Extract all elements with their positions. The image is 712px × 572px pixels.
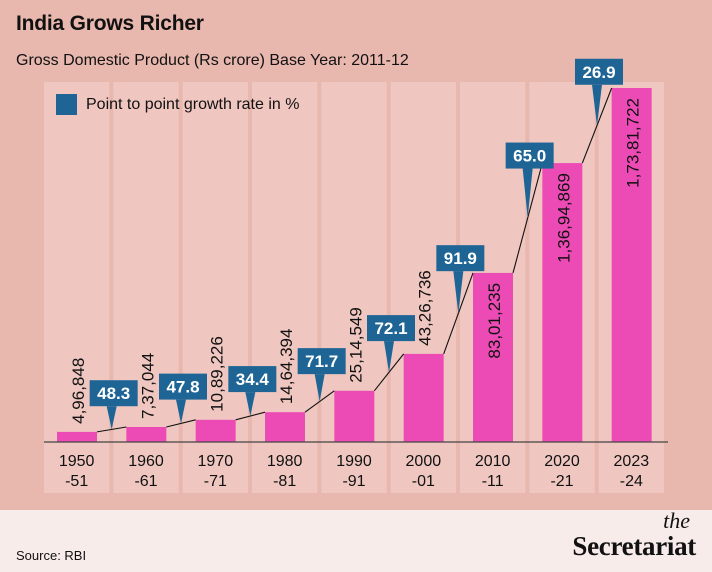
legend-swatch-growth (56, 94, 77, 115)
brand-the: the (663, 508, 690, 533)
x-tick-label-suffix: -11 (482, 473, 504, 490)
callout-box (228, 366, 277, 393)
gdp-bar (473, 272, 513, 442)
x-tick-label-suffix: -91 (342, 473, 365, 490)
gdp-bar (265, 412, 305, 442)
gdp-bar-chart: 4,96,848 7,37,044 10,89,226 14,64,394 25,14,… (44, 58, 668, 493)
gdp-bar (57, 431, 97, 442)
brand-name: Secretariat (572, 531, 696, 561)
x-tick-label-year: 2020 (544, 453, 580, 470)
growth-callout: 48.3 (89, 380, 138, 430)
legend-label: Point to point growth rate in % (86, 95, 300, 113)
column-panel (113, 82, 179, 493)
callout-pointer (384, 341, 394, 373)
gdp-bar (403, 353, 444, 442)
callout-box (436, 245, 485, 272)
x-tick-label-year: 2023 (614, 453, 650, 470)
callout-box (89, 380, 138, 407)
growth-callout: 26.9 (575, 58, 623, 126)
gdp-bar (611, 88, 652, 442)
gdp-value-label: 1,36,94,869 (554, 173, 573, 263)
gdp-value-label: 25,14,549 (346, 307, 365, 383)
x-tick-label-year: 1970 (198, 453, 234, 470)
x-tick-label-year: 1980 (267, 453, 303, 470)
x-tick-label-year: 2010 (475, 453, 511, 470)
callout-pointer (314, 374, 325, 402)
growth-rate-label: 72.1 (374, 319, 407, 338)
growth-rate-label: 91.9 (444, 249, 477, 268)
x-tick-label-suffix: -51 (65, 473, 88, 490)
growth-rate-label: 26.9 (582, 63, 615, 82)
footer: Source: RBI the Secretariat (0, 510, 712, 572)
growth-rate-label: 71.7 (305, 352, 338, 371)
brand-logo: the Secretariat (572, 508, 696, 561)
x-tick-label-year: 1950 (59, 453, 95, 470)
growth-callout: 72.1 (367, 315, 415, 373)
callout-pointer (592, 84, 602, 126)
callout-box (505, 142, 554, 169)
growth-callout: 34.4 (228, 366, 277, 416)
gdp-value-label: 1,73,81,722 (624, 98, 643, 188)
growth-rate-label: 48.3 (97, 384, 130, 403)
gdp-bar (542, 163, 583, 442)
callout-pointer (176, 399, 186, 424)
gdp-bar (334, 390, 375, 442)
x-tick-label-suffix: -61 (134, 473, 157, 490)
gdp-value-label: 10,89,226 (208, 336, 227, 412)
growth-callout: 47.8 (159, 373, 207, 424)
growth-callout: 65.0 (505, 142, 554, 219)
growth-connector-line (235, 411, 266, 421)
growth-rate-label: 47.8 (166, 378, 199, 397)
callout-pointer (106, 406, 117, 430)
x-tick-label-suffix: -24 (620, 473, 643, 490)
column-panel (44, 82, 110, 493)
callout-box (575, 58, 623, 85)
gdp-value-label: 83,01,235 (485, 283, 504, 359)
source-note: Source: RBI (16, 548, 87, 563)
x-tick-label-suffix: -81 (273, 473, 296, 490)
growth-connector-line (96, 426, 127, 433)
x-tick-label-suffix: -21 (550, 473, 573, 490)
gdp-value-label: 7,37,044 (138, 353, 157, 419)
chart-title: India Grows Richer (16, 12, 204, 35)
x-tick-label-year: 1960 (128, 453, 164, 470)
growth-rate-label: 34.4 (236, 370, 270, 389)
callout-box (159, 373, 207, 400)
gdp-bar (195, 419, 236, 442)
callout-pointer (245, 392, 256, 416)
x-tick-label-suffix: -01 (412, 473, 435, 490)
gdp-value-label: 4,96,848 (69, 358, 88, 424)
growth-callout: 91.9 (436, 245, 485, 314)
callout-pointer (522, 168, 533, 219)
growth-connector-line (304, 390, 335, 413)
gdp-bar (126, 426, 167, 442)
gdp-value-label: 43,26,736 (416, 270, 435, 346)
chart-subtitle: Gross Domestic Product (Rs crore) Base Y… (16, 52, 409, 69)
growth-connector-line (443, 272, 474, 355)
x-tick-label-suffix: -71 (204, 473, 227, 490)
growth-connector-line (512, 162, 543, 274)
legend: Point to point growth rate in % (56, 94, 299, 115)
x-tick-label-year: 1990 (336, 453, 372, 470)
callout-box (297, 348, 346, 375)
callout-box (367, 315, 415, 342)
gdp-value-label: 14,64,394 (277, 329, 296, 405)
x-tick-label-year: 2000 (406, 453, 442, 470)
callout-pointer (453, 271, 464, 314)
growth-callout: 71.7 (297, 348, 346, 402)
growth-rate-label: 65.0 (513, 147, 546, 166)
